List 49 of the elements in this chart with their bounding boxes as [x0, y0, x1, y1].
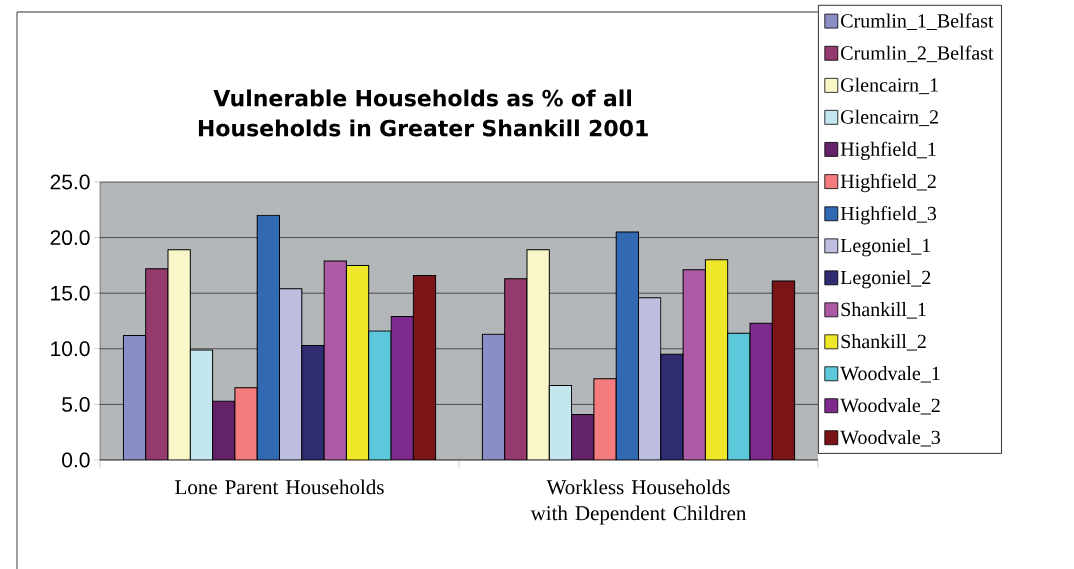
legend-label: Shankill_1 — [841, 301, 926, 319]
legend-label: Glencairn_1 — [841, 77, 938, 94]
legend-label: Highfield_1 — [840, 141, 936, 160]
bar — [167, 249, 191, 460]
legend-label: Crumlin_1_Belfast — [841, 13, 994, 30]
y-tick-label: 10.0 — [51, 341, 90, 357]
bar — [390, 315, 414, 460]
legend-label: Highfield_2 — [840, 173, 936, 193]
bar — [122, 334, 147, 460]
bar — [323, 260, 347, 460]
bar — [749, 322, 773, 460]
bar — [593, 378, 617, 460]
legend-label: Glencairn_2 — [841, 109, 938, 126]
legend-label: Legoniel_1 — [840, 237, 931, 257]
bar — [368, 330, 392, 460]
chart-title: Vulnerable Households as % of all Households in Greater Shankill 2001 — [198, 89, 648, 137]
bar — [682, 269, 706, 460]
bar — [526, 249, 550, 460]
y-tick-label: 20.0 — [50, 229, 90, 245]
bar — [615, 231, 639, 460]
bar — [212, 400, 236, 460]
bar — [301, 344, 325, 460]
y-tick-label: 5.0 — [62, 396, 90, 412]
legend-label: Shankill_2 — [841, 333, 926, 351]
legend-label: Woodvale_1 — [840, 365, 940, 383]
bar — [571, 413, 595, 460]
bar — [145, 268, 169, 460]
bar — [704, 259, 729, 460]
legend-label: Crumlin_2_Belfast — [841, 45, 994, 62]
bar — [279, 288, 303, 460]
bar — [504, 278, 528, 460]
bar — [660, 353, 684, 460]
legend-label: Woodvale_3 — [840, 429, 941, 447]
legend-label: Woodvale_2 — [840, 397, 940, 415]
legend-label: Highfield_3 — [840, 205, 937, 225]
bar — [345, 264, 370, 460]
x-tick-label: Workless Households with Dependent Children — [530, 479, 747, 525]
y-tick-label: 25.0 — [50, 174, 90, 190]
y-tick-label: 15.0 — [51, 285, 90, 301]
bar — [234, 387, 258, 460]
bar — [727, 332, 751, 460]
legend-label: Legoniel_2 — [840, 269, 931, 289]
bar — [638, 296, 662, 460]
bar — [412, 274, 437, 460]
x-tick-label: Lone Parent Households — [175, 479, 384, 495]
y-tick-label: 0.0 — [62, 452, 90, 468]
bar — [771, 280, 796, 460]
bar — [481, 333, 506, 460]
bar — [256, 214, 280, 460]
